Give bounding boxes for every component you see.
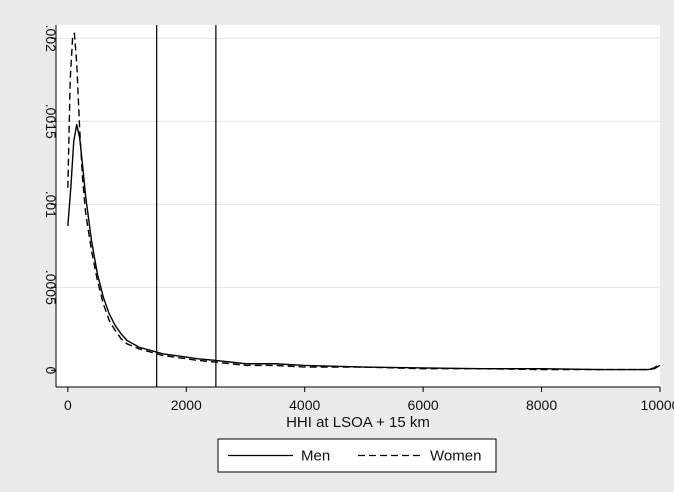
- series-line-women: [67, 32, 661, 371]
- y-tick-label-4: .002: [43, 25, 59, 52]
- x-axis-title: HHI at LSOA + 15 km: [286, 414, 430, 431]
- y-tick-label-1: .0005: [43, 270, 59, 305]
- x-tick-label-2: 4000: [289, 397, 320, 413]
- x-tick-label-0: 0: [64, 397, 72, 413]
- legend-label-women: Women: [430, 448, 481, 465]
- axes: [55, 25, 660, 388]
- legend-label-men: Men: [301, 448, 330, 465]
- y-tick-label-3: .0015: [43, 104, 59, 139]
- plot-area: [56, 25, 660, 387]
- x-tick-label-5: 10000: [641, 397, 674, 413]
- x-tick-label-4: 8000: [526, 397, 557, 413]
- legend: Men Women: [217, 438, 497, 473]
- x-tick-label-1: 2000: [171, 397, 202, 413]
- y-tick-label-0: 0: [43, 366, 59, 374]
- y-axis-ticks: 0 .0005 .001 .0015 .002: [43, 25, 59, 375]
- y-tick-label-2: .001: [43, 191, 59, 218]
- reference-lines: [156, 25, 217, 387]
- x-tick-label-3: 6000: [408, 397, 439, 413]
- series-lines: [67, 32, 661, 371]
- x-axis-ticks: 0 2000 4000 6000 8000 10000: [64, 387, 674, 413]
- series-line-men: [67, 123, 661, 371]
